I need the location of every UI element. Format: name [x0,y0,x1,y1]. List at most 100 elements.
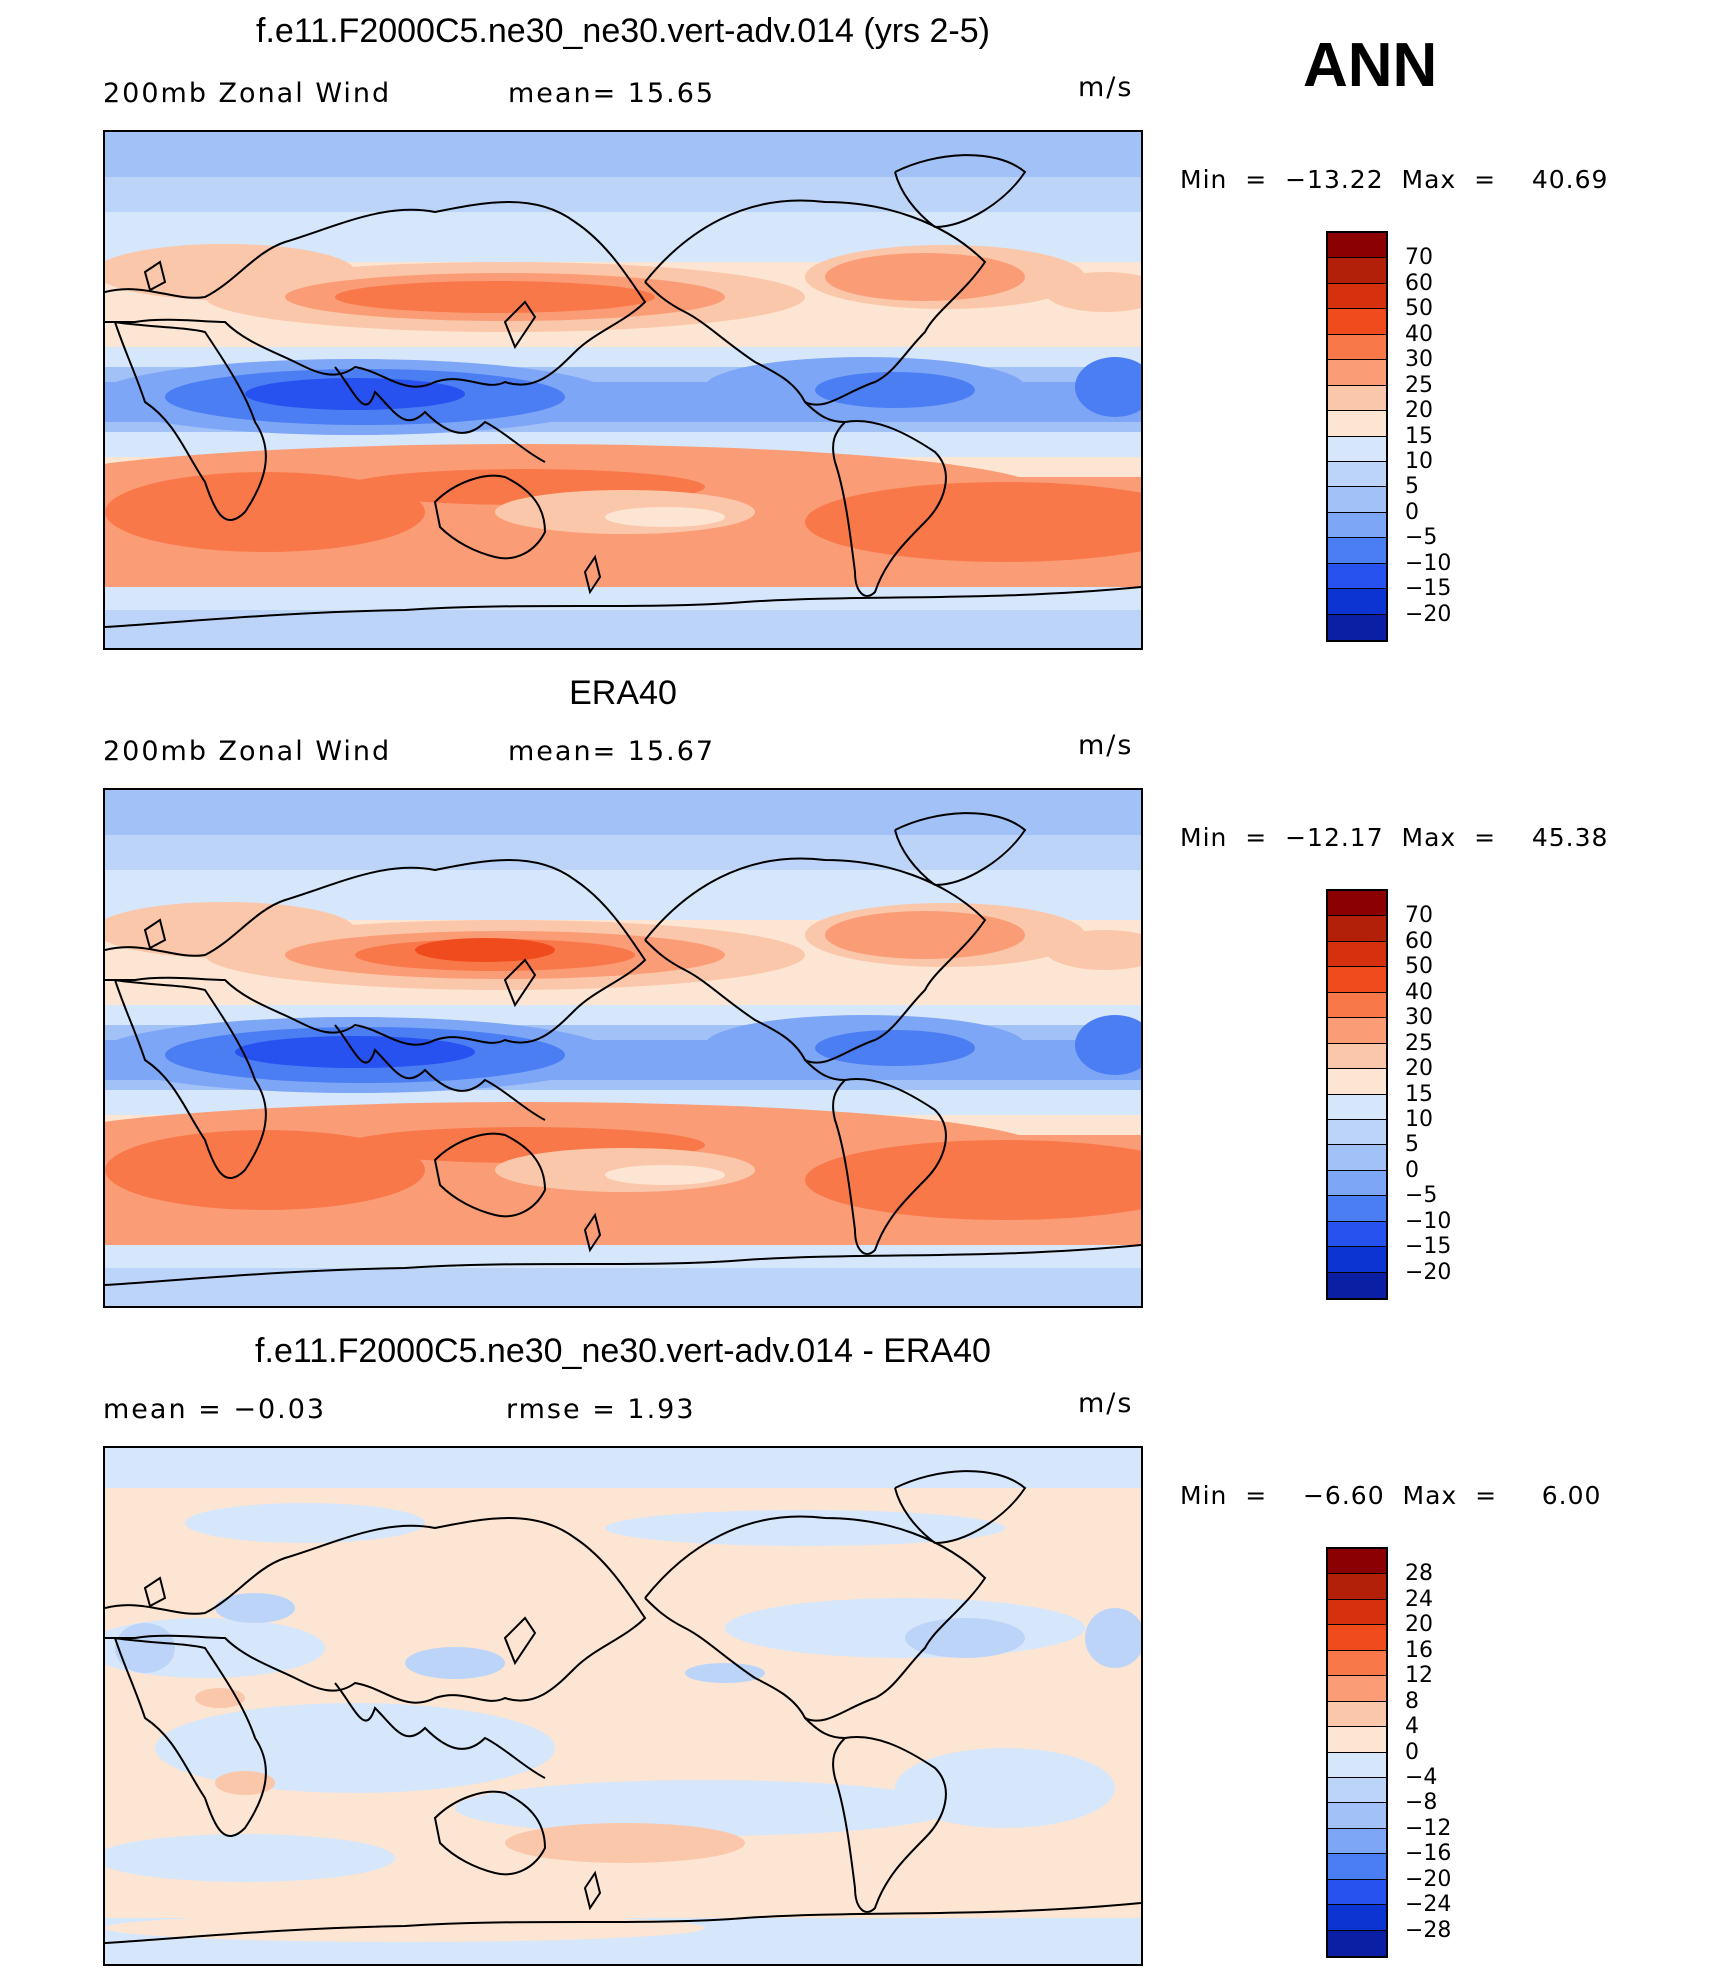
field-contour [405,1647,505,1679]
colorbar-cell [1328,891,1386,917]
colorbar-tick-label: 20 [1405,398,1433,424]
field-contour [805,1140,1141,1220]
panel-3-title: f.e11.F2000C5.ne30_ne30.vert-adv.014 - E… [255,1332,991,1370]
panel-1-variable-label: 200mb Zonal Wind [103,78,392,109]
colorbar-cell [1328,1752,1386,1778]
panel-3-units-label: m/s [1078,1388,1134,1419]
colorbar-cell [1328,436,1386,462]
colorbar-cell [1328,992,1386,1019]
colorbar-cell [1328,1196,1386,1222]
panel-1-colorbar [1326,231,1388,642]
field-contour [1075,1015,1141,1075]
coastline [433,1790,547,1876]
colorbar-cell [1328,1145,1386,1171]
colorbar-tick-label: 15 [1405,1081,1433,1107]
field-contour [415,938,555,962]
field-contour [825,253,1025,301]
field-band [105,1245,1141,1270]
field-contour [505,1823,745,1863]
colorbar-cell [1328,1727,1386,1753]
field-contour [805,482,1141,562]
coastline [644,857,987,1064]
colorbar-cell [1328,309,1386,335]
colorbar-tick-label: 25 [1405,372,1433,398]
coastline [894,1470,1027,1545]
colorbar-cell [1328,1069,1386,1095]
colorbar-tick-label: 40 [1405,321,1433,347]
colorbar-cell [1328,258,1386,284]
field-contour [605,1510,1005,1546]
coastlines [105,812,1141,1286]
coastline [143,260,167,292]
colorbar-cell [1328,360,1386,386]
colorbar-tick-label: −15 [1405,1234,1452,1260]
field-contour [815,372,975,408]
colorbar-tick-label: −12 [1405,1815,1452,1841]
colorbar-cell [1328,1854,1386,1880]
field-contour [105,1834,395,1882]
colorbar-tick-label: 5 [1405,1132,1419,1158]
colorbar-tick-label: 30 [1405,1005,1433,1031]
colorbar-tick-label: 28 [1405,1561,1433,1587]
colorbar-tick-label: 10 [1405,1106,1433,1132]
coastline [105,1244,1141,1286]
coastline [832,1078,947,1255]
coastline [583,1870,602,1911]
panel-1-map [103,130,1143,650]
coastline [114,321,267,522]
panel-3-mean-label: mean = −0.03 [103,1394,327,1425]
colorbar-tick-label: −8 [1405,1790,1438,1816]
colorbar-tick-label: 0 [1405,1739,1419,1765]
colorbar-tick-label: 40 [1405,979,1433,1005]
colorbar-tick-label: 20 [1405,1056,1433,1082]
field-band [105,610,1141,648]
field-band [105,587,1141,612]
colorbar-cell [1328,941,1386,968]
colorbar-cell [1328,916,1386,942]
panel-2-units-label: m/s [1078,730,1134,761]
coastline [503,958,537,1008]
colorbar-tick-label: 15 [1405,423,1433,449]
coastline [832,420,947,597]
panel-2-mean-label: mean= 15.67 [508,736,716,767]
colorbar-cell [1328,461,1386,488]
colorbar-cell [1328,1650,1386,1677]
field-contour [185,1503,425,1543]
colorbar-cell [1328,614,1386,640]
panel-3-colorbar [1326,1547,1388,1958]
coastlines [105,154,1141,628]
colorbar-cell [1328,589,1386,615]
panel-1-colorbar-labels: 70 60 50 40 30 25 20 15 10 5 0 −5 −10 −15 −20 [1405,231,1495,642]
panel-2-title: ERA40 [569,674,677,712]
colorbar-cell [1328,1574,1386,1600]
coastline [105,859,647,1046]
colorbar-cell [1328,283,1386,310]
field-contour [685,1663,765,1683]
colorbar-cell [1328,1221,1386,1248]
colorbar-tick-label: −28 [1405,1917,1452,1943]
field-contour [105,472,425,552]
colorbar-cell [1328,487,1386,513]
coastline [334,1682,546,1779]
field-band [105,1268,1141,1306]
colorbar-cell [1328,1119,1386,1146]
colorbar-tick-label: 70 [1405,903,1433,929]
coastline [503,1616,537,1666]
coastline [105,586,1141,628]
field-contour [725,1598,1085,1658]
panel-3-colorbar-labels: 28 24 20 16 12 8 4 0 −4 −8 −12 −16 −20 −24 −28 [1405,1547,1495,1958]
colorbar-cell [1328,538,1386,564]
colorbar-tick-label: −24 [1405,1892,1452,1918]
colorbar-cell [1328,1803,1386,1829]
colorbar-cell [1328,1043,1386,1070]
field-contour [195,1688,245,1708]
colorbar-tick-label: 4 [1405,1714,1419,1740]
coastline [644,1515,987,1722]
colorbar-tick-label: −4 [1405,1764,1438,1790]
field-contour [105,1914,705,1942]
field-contour [455,1780,955,1836]
coastline [433,474,547,560]
coastline [114,979,267,1180]
panel-3-map [103,1446,1143,1966]
colorbar-tick-label: 0 [1405,1157,1419,1183]
